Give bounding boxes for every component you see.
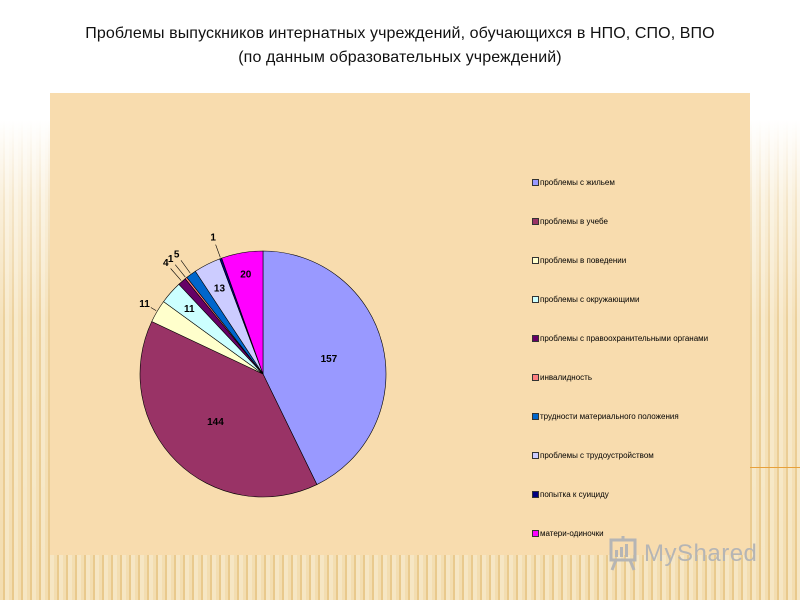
presentation-board-icon	[608, 536, 638, 572]
pie-slice-2	[139, 321, 318, 498]
data-label-1: 157	[321, 354, 338, 365]
pie-slice-10	[221, 250, 264, 375]
leader-line-3	[150, 307, 157, 311]
legend-swatch	[532, 451, 539, 459]
legend-item-9: попытка к суициду	[532, 488, 609, 500]
legend-swatch	[532, 256, 539, 264]
leader-line-7	[180, 260, 191, 274]
legend-swatch	[532, 178, 539, 186]
legend-label: инвалидность	[540, 372, 592, 382]
slide-title-line1: Проблемы выпускников интернатных учрежде…	[85, 25, 715, 42]
legend-label: матери-одиночки	[540, 528, 604, 538]
legend-item-10: матери-одиночки	[532, 527, 604, 539]
watermark-text: MyShared	[644, 540, 758, 567]
data-label-3: 11	[139, 299, 150, 310]
legend-label: проблемы с правоохранительными органами	[540, 333, 709, 343]
accent-line	[740, 467, 800, 468]
data-label-6: 1	[168, 254, 174, 265]
leader-line-6	[175, 264, 186, 278]
legend-swatch	[532, 490, 539, 498]
legend-swatch	[532, 295, 539, 303]
leader-line-9	[215, 244, 221, 258]
legend-label: проблемы в поведении	[540, 255, 627, 265]
legend-label: проблемы с трудоустройством	[540, 450, 654, 460]
data-label-2: 144	[207, 417, 224, 428]
legend-swatch	[532, 217, 539, 225]
legend-swatch	[532, 334, 539, 342]
legend-item-8: проблемы с трудоустройством	[532, 449, 654, 461]
legend-label: проблемы с окружающими	[540, 294, 640, 304]
data-label-8: 13	[214, 283, 226, 294]
legend-item-1: проблемы с жильем	[532, 176, 615, 188]
data-label-9: 1	[210, 233, 216, 244]
legend-swatch	[532, 373, 539, 381]
legend-item-3: проблемы в поведении	[532, 254, 626, 266]
leader-line-5	[170, 268, 182, 281]
legend-label: проблемы с жильем	[540, 177, 615, 187]
data-label-10: 20	[240, 270, 252, 281]
legend-item-4: проблемы с окружающими	[532, 293, 639, 305]
data-label-4: 11	[184, 304, 195, 315]
legend-label: попытка к суициду	[540, 489, 609, 499]
legend-item-2: проблемы в учебе	[532, 215, 608, 227]
data-label-7: 5	[174, 249, 180, 260]
pie-slice-1	[262, 250, 387, 485]
slide-title-line2: (по данным образовательных учреждений)	[238, 49, 562, 66]
legend-label: проблемы в учебе	[540, 216, 608, 226]
data-label-5: 4	[163, 258, 169, 269]
legend-label: трудности материального положения	[540, 411, 679, 421]
watermark: MyShared	[608, 536, 757, 572]
legend-swatch	[532, 529, 539, 537]
legend-item-7: трудности материального положения	[532, 410, 679, 422]
legend-item-5: проблемы с правоохранительными органами	[532, 332, 708, 344]
legend-item-6: инвалидность	[532, 371, 592, 383]
legend-swatch	[532, 412, 539, 420]
slide-title: Проблемы выпускников интернатных учрежде…	[0, 22, 800, 70]
